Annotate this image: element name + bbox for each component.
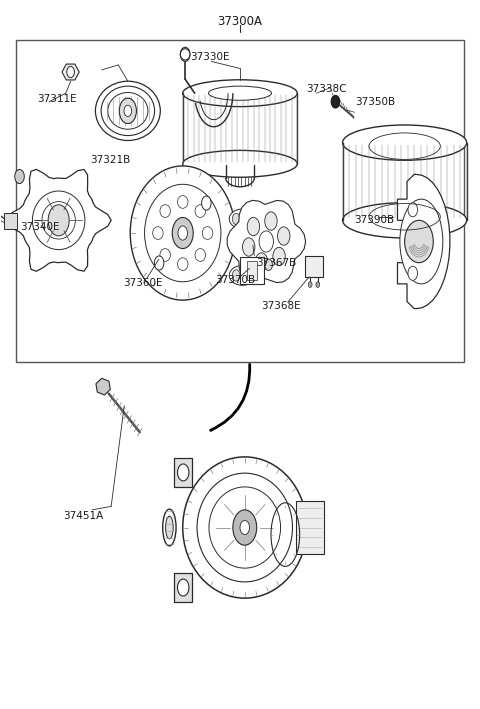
Ellipse shape: [144, 184, 221, 281]
Bar: [4, 213, 17, 229]
Ellipse shape: [209, 487, 281, 568]
Ellipse shape: [208, 86, 272, 100]
Ellipse shape: [178, 258, 188, 270]
Circle shape: [232, 242, 240, 253]
Polygon shape: [227, 201, 306, 283]
FancyArrowPatch shape: [211, 364, 250, 430]
Ellipse shape: [160, 249, 170, 262]
Text: 37350B: 37350B: [356, 96, 396, 106]
Ellipse shape: [202, 227, 213, 240]
Ellipse shape: [197, 473, 292, 582]
Circle shape: [255, 253, 268, 271]
Circle shape: [405, 220, 433, 263]
Circle shape: [308, 281, 312, 287]
Text: 37300A: 37300A: [217, 15, 263, 28]
Circle shape: [277, 227, 290, 245]
Ellipse shape: [101, 86, 155, 135]
Text: 37321B: 37321B: [90, 155, 130, 164]
Ellipse shape: [343, 203, 467, 238]
Circle shape: [67, 67, 74, 78]
Circle shape: [178, 464, 189, 481]
Ellipse shape: [229, 238, 255, 257]
Ellipse shape: [108, 92, 148, 129]
Circle shape: [247, 218, 260, 235]
Circle shape: [316, 281, 320, 287]
Circle shape: [408, 266, 418, 280]
Circle shape: [178, 226, 188, 240]
Ellipse shape: [229, 265, 255, 285]
Circle shape: [232, 213, 240, 225]
Circle shape: [408, 203, 418, 217]
Text: 37367B: 37367B: [256, 258, 296, 269]
Circle shape: [172, 218, 193, 249]
Ellipse shape: [153, 227, 163, 240]
Text: 37330E: 37330E: [190, 52, 229, 62]
Polygon shape: [7, 169, 111, 272]
Ellipse shape: [178, 196, 188, 208]
Circle shape: [265, 259, 273, 270]
Ellipse shape: [195, 249, 205, 262]
Polygon shape: [62, 64, 79, 80]
Ellipse shape: [183, 457, 307, 598]
Ellipse shape: [130, 166, 235, 300]
Text: 37311E: 37311E: [37, 94, 77, 104]
Circle shape: [202, 196, 211, 210]
Text: 37370B: 37370B: [215, 275, 255, 285]
Ellipse shape: [42, 201, 75, 239]
Polygon shape: [96, 379, 110, 395]
Ellipse shape: [183, 80, 297, 106]
Ellipse shape: [33, 191, 85, 250]
Circle shape: [265, 212, 277, 230]
Text: 37368E: 37368E: [262, 301, 301, 311]
Bar: [296, 501, 324, 554]
Circle shape: [331, 95, 340, 108]
Text: 37338C: 37338C: [306, 84, 347, 94]
Ellipse shape: [400, 199, 443, 284]
Text: 37451A: 37451A: [63, 510, 104, 520]
Bar: [16, 40, 464, 362]
Circle shape: [119, 98, 136, 123]
Circle shape: [155, 256, 164, 270]
Circle shape: [242, 238, 255, 256]
Bar: [174, 458, 192, 486]
Circle shape: [124, 105, 132, 116]
Circle shape: [240, 520, 250, 535]
Ellipse shape: [180, 49, 190, 60]
Ellipse shape: [160, 205, 170, 218]
Ellipse shape: [183, 150, 297, 177]
Bar: [174, 574, 192, 602]
Circle shape: [232, 269, 240, 281]
Bar: [247, 261, 257, 280]
Circle shape: [178, 579, 189, 596]
Text: 37340E: 37340E: [21, 222, 60, 232]
Ellipse shape: [343, 125, 467, 160]
Circle shape: [273, 247, 285, 266]
Ellipse shape: [166, 516, 173, 539]
Ellipse shape: [163, 509, 176, 546]
Circle shape: [259, 231, 274, 252]
Text: 37390B: 37390B: [355, 216, 395, 225]
Circle shape: [180, 48, 190, 62]
Text: 37360E: 37360E: [123, 278, 163, 288]
Circle shape: [233, 510, 257, 545]
Circle shape: [15, 169, 24, 184]
Ellipse shape: [229, 209, 255, 229]
Ellipse shape: [96, 82, 160, 140]
Bar: [240, 257, 264, 284]
Circle shape: [48, 205, 69, 236]
Ellipse shape: [195, 205, 205, 218]
Polygon shape: [397, 174, 450, 308]
Bar: [305, 256, 323, 277]
